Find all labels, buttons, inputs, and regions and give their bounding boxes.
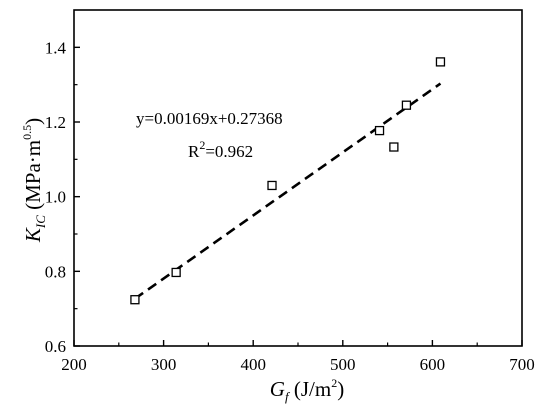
x-axis-ticks: 200 300 400 500 600 700 [61, 340, 535, 374]
x-tick-label: 500 [330, 355, 356, 374]
x-axis-label-sub: f [285, 389, 291, 404]
y-axis-label-unit: (MPa·m [21, 140, 45, 215]
y-tick-label: 1.2 [45, 113, 66, 132]
data-point [401, 100, 412, 110]
data-point [435, 57, 446, 67]
fit-line [134, 82, 442, 300]
r-squared-annotation: R2=0.962 [188, 138, 253, 161]
x-tick-label: 300 [151, 355, 177, 374]
x-tick-label: 700 [509, 355, 535, 374]
data-point [389, 142, 399, 152]
r-squared-prefix: R [188, 142, 200, 161]
y-axis-label-close: ) [21, 118, 45, 125]
y-axis-ticks: 0.6 0.8 1.0 1.2 1.4 [45, 38, 80, 356]
y-axis-label-sup: 0.5 [20, 125, 34, 140]
data-point [374, 125, 385, 136]
data-point [267, 180, 277, 191]
y-tick-label: 0.6 [45, 337, 66, 356]
x-tick-label: 200 [61, 355, 87, 374]
y-tick-label: 0.8 [45, 262, 66, 281]
equation-annotation: y=0.00169x+0.27368 [136, 109, 283, 128]
x-axis-label-unit: (J/m [289, 377, 332, 401]
x-tick-label: 600 [420, 355, 446, 374]
y-tick-label: 1.0 [45, 188, 66, 207]
x-axis-label-main: G [270, 377, 285, 401]
y-tick-label: 1.4 [45, 38, 67, 57]
y-axis-label-main: K [21, 227, 45, 243]
x-axis-label: Gf (J/m2) [270, 376, 344, 404]
y-axis-label: KIC (MPa·m0.5) [20, 118, 48, 243]
r-squared-sup: 2 [199, 138, 205, 152]
r-squared-value: =0.962 [205, 142, 253, 161]
data-points [130, 57, 446, 305]
data-point [171, 267, 181, 278]
x-axis-label-close: ) [337, 377, 344, 401]
x-tick-label: 400 [240, 355, 266, 374]
x-axis-label-sup: 2 [331, 376, 337, 390]
fit-line-group [134, 82, 442, 300]
y-axis-label-sub: IC [33, 215, 48, 229]
data-point [130, 295, 140, 305]
